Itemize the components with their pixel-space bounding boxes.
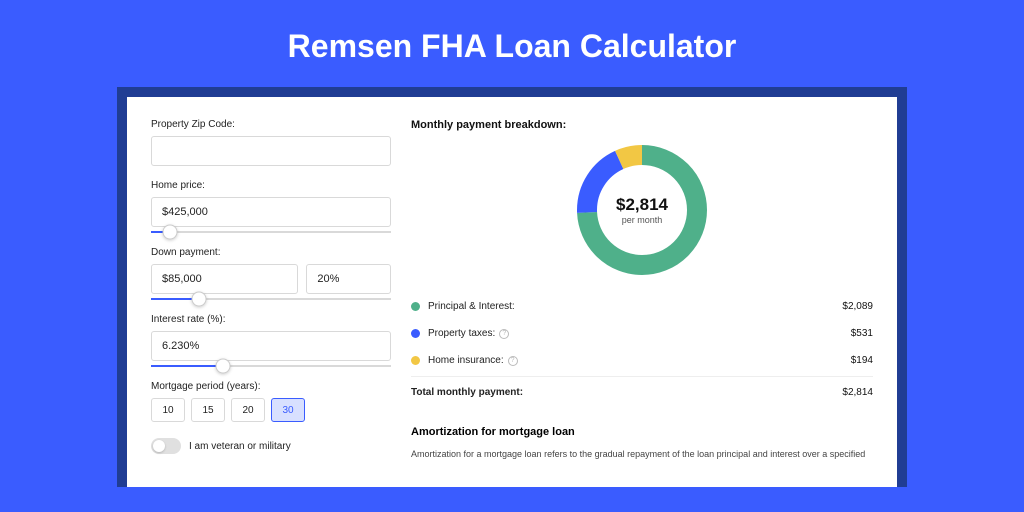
slider-thumb[interactable]	[216, 359, 231, 374]
breakdown-list: Principal & Interest:$2,089Property taxe…	[411, 293, 873, 374]
period-button-15[interactable]: 15	[191, 398, 225, 422]
form-panel: Property Zip Code: Home price: Down paym…	[151, 119, 391, 487]
breakdown-value: $194	[851, 355, 873, 366]
zip-field-group: Property Zip Code:	[151, 119, 391, 166]
mortgage-period-group: Mortgage period (years): 10152030	[151, 381, 391, 422]
home-price-group: Home price:	[151, 180, 391, 233]
info-icon[interactable]: ?	[499, 329, 509, 339]
slider-thumb[interactable]	[192, 292, 207, 307]
mortgage-period-label: Mortgage period (years):	[151, 381, 391, 392]
breakdown-label: Principal & Interest:	[428, 301, 842, 312]
page-title: Remsen FHA Loan Calculator	[0, 0, 1024, 87]
info-icon[interactable]: ?	[508, 356, 518, 366]
interest-rate-label: Interest rate (%):	[151, 314, 391, 325]
down-payment-label: Down payment:	[151, 247, 391, 258]
breakdown-row: Property taxes:?$531	[411, 320, 873, 347]
app-shell: Property Zip Code: Home price: Down paym…	[117, 87, 907, 487]
home-price-label: Home price:	[151, 180, 391, 191]
slider-thumb[interactable]	[163, 225, 178, 240]
amortization-title: Amortization for mortgage loan	[411, 426, 873, 438]
zip-label: Property Zip Code:	[151, 119, 391, 130]
total-value: $2,814	[842, 387, 873, 398]
veteran-label: I am veteran or military	[189, 441, 291, 452]
breakdown-row: Home insurance:?$194	[411, 347, 873, 374]
legend-dot	[411, 329, 420, 338]
total-label: Total monthly payment:	[411, 387, 842, 398]
toggle-knob	[153, 440, 165, 452]
home-price-input[interactable]	[151, 197, 391, 227]
breakdown-label: Property taxes:?	[428, 328, 851, 339]
breakdown-title: Monthly payment breakdown:	[411, 119, 873, 131]
down-payment-pct-input[interactable]	[306, 264, 391, 294]
donut-center: $2,814 per month	[577, 145, 707, 275]
breakdown-panel: Monthly payment breakdown: $2,814 per mo…	[411, 119, 873, 487]
donut-chart: $2,814 per month	[577, 145, 707, 275]
period-options: 10152030	[151, 398, 391, 422]
breakdown-value: $2,089	[842, 301, 873, 312]
down-payment-slider[interactable]	[151, 298, 391, 300]
donut-chart-wrap: $2,814 per month	[411, 145, 873, 275]
down-payment-group: Down payment:	[151, 247, 391, 300]
home-price-slider[interactable]	[151, 231, 391, 233]
breakdown-value: $531	[851, 328, 873, 339]
veteran-toggle-row: I am veteran or military	[151, 438, 391, 454]
donut-amount: $2,814	[616, 195, 668, 215]
interest-rate-input[interactable]	[151, 331, 391, 361]
total-row: Total monthly payment: $2,814	[411, 376, 873, 408]
donut-subtext: per month	[622, 215, 663, 225]
legend-dot	[411, 356, 420, 365]
period-button-20[interactable]: 20	[231, 398, 265, 422]
zip-input[interactable]	[151, 136, 391, 166]
breakdown-row: Principal & Interest:$2,089	[411, 293, 873, 320]
breakdown-label: Home insurance:?	[428, 355, 851, 366]
legend-dot	[411, 302, 420, 311]
period-button-10[interactable]: 10	[151, 398, 185, 422]
interest-rate-slider[interactable]	[151, 365, 391, 367]
down-payment-amount-input[interactable]	[151, 264, 298, 294]
period-button-30[interactable]: 30	[271, 398, 305, 422]
amortization-text: Amortization for a mortgage loan refers …	[411, 448, 873, 462]
veteran-toggle[interactable]	[151, 438, 181, 454]
calculator-card: Property Zip Code: Home price: Down paym…	[127, 97, 897, 487]
interest-rate-group: Interest rate (%):	[151, 314, 391, 367]
